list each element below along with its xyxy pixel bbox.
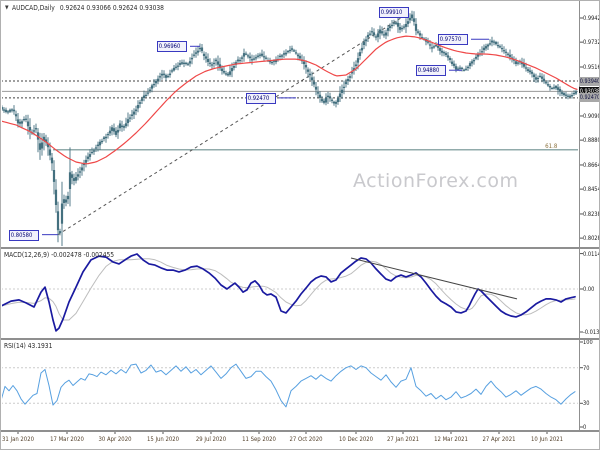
price-trendline[interactable] — [57, 14, 406, 236]
macd-indicator-label: MACD(12,26,9) -0.002478 -0.002455 — [4, 251, 115, 259]
y-axis-border — [579, 1, 580, 430]
moving-average-line — [2, 35, 578, 165]
symbol-header: ▼ AUDCAD,Daily 0.92624 0.93066 0.92624 0.9… — [5, 4, 164, 12]
symbol-name: AUDCAD,Daily — [11, 4, 55, 12]
rsi-panel[interactable] — [1, 363, 579, 408]
price-annotation[interactable]: 0.94880 — [416, 65, 446, 77]
symbol-dropdown-icon[interactable]: ▼ — [5, 5, 9, 11]
price-annotation[interactable]: 0.99910 — [379, 7, 409, 19]
ohlc-values: 0.92624 0.93066 0.92624 0.93038 — [59, 4, 164, 12]
price-annotation[interactable]: 0.97570 — [438, 34, 468, 46]
price-annotation[interactable]: 0.96960 — [157, 41, 187, 53]
rsi-line — [2, 363, 576, 408]
x-axis-border — [1, 430, 599, 432]
macd-line — [2, 253, 576, 332]
watermark: ActionForex.com — [353, 170, 519, 192]
macd-panel[interactable] — [1, 253, 579, 332]
candlestick-series — [2, 10, 578, 246]
panel-splitter-macd[interactable] — [1, 247, 599, 249]
panel-splitter-rsi[interactable] — [1, 338, 599, 340]
x-time-axis[interactable] — [1, 432, 599, 449]
price-annotation[interactable]: 0.80580 — [9, 229, 39, 241]
rsi-indicator-label: RSI(14) 43.1931 — [4, 342, 53, 350]
right-price-axis[interactable] — [579, 1, 599, 430]
macd-signal-line — [2, 258, 576, 321]
price-annotation[interactable]: 0.92470 — [246, 92, 276, 104]
macd-trendline[interactable] — [350, 257, 518, 300]
price-panel[interactable] — [1, 10, 579, 252]
